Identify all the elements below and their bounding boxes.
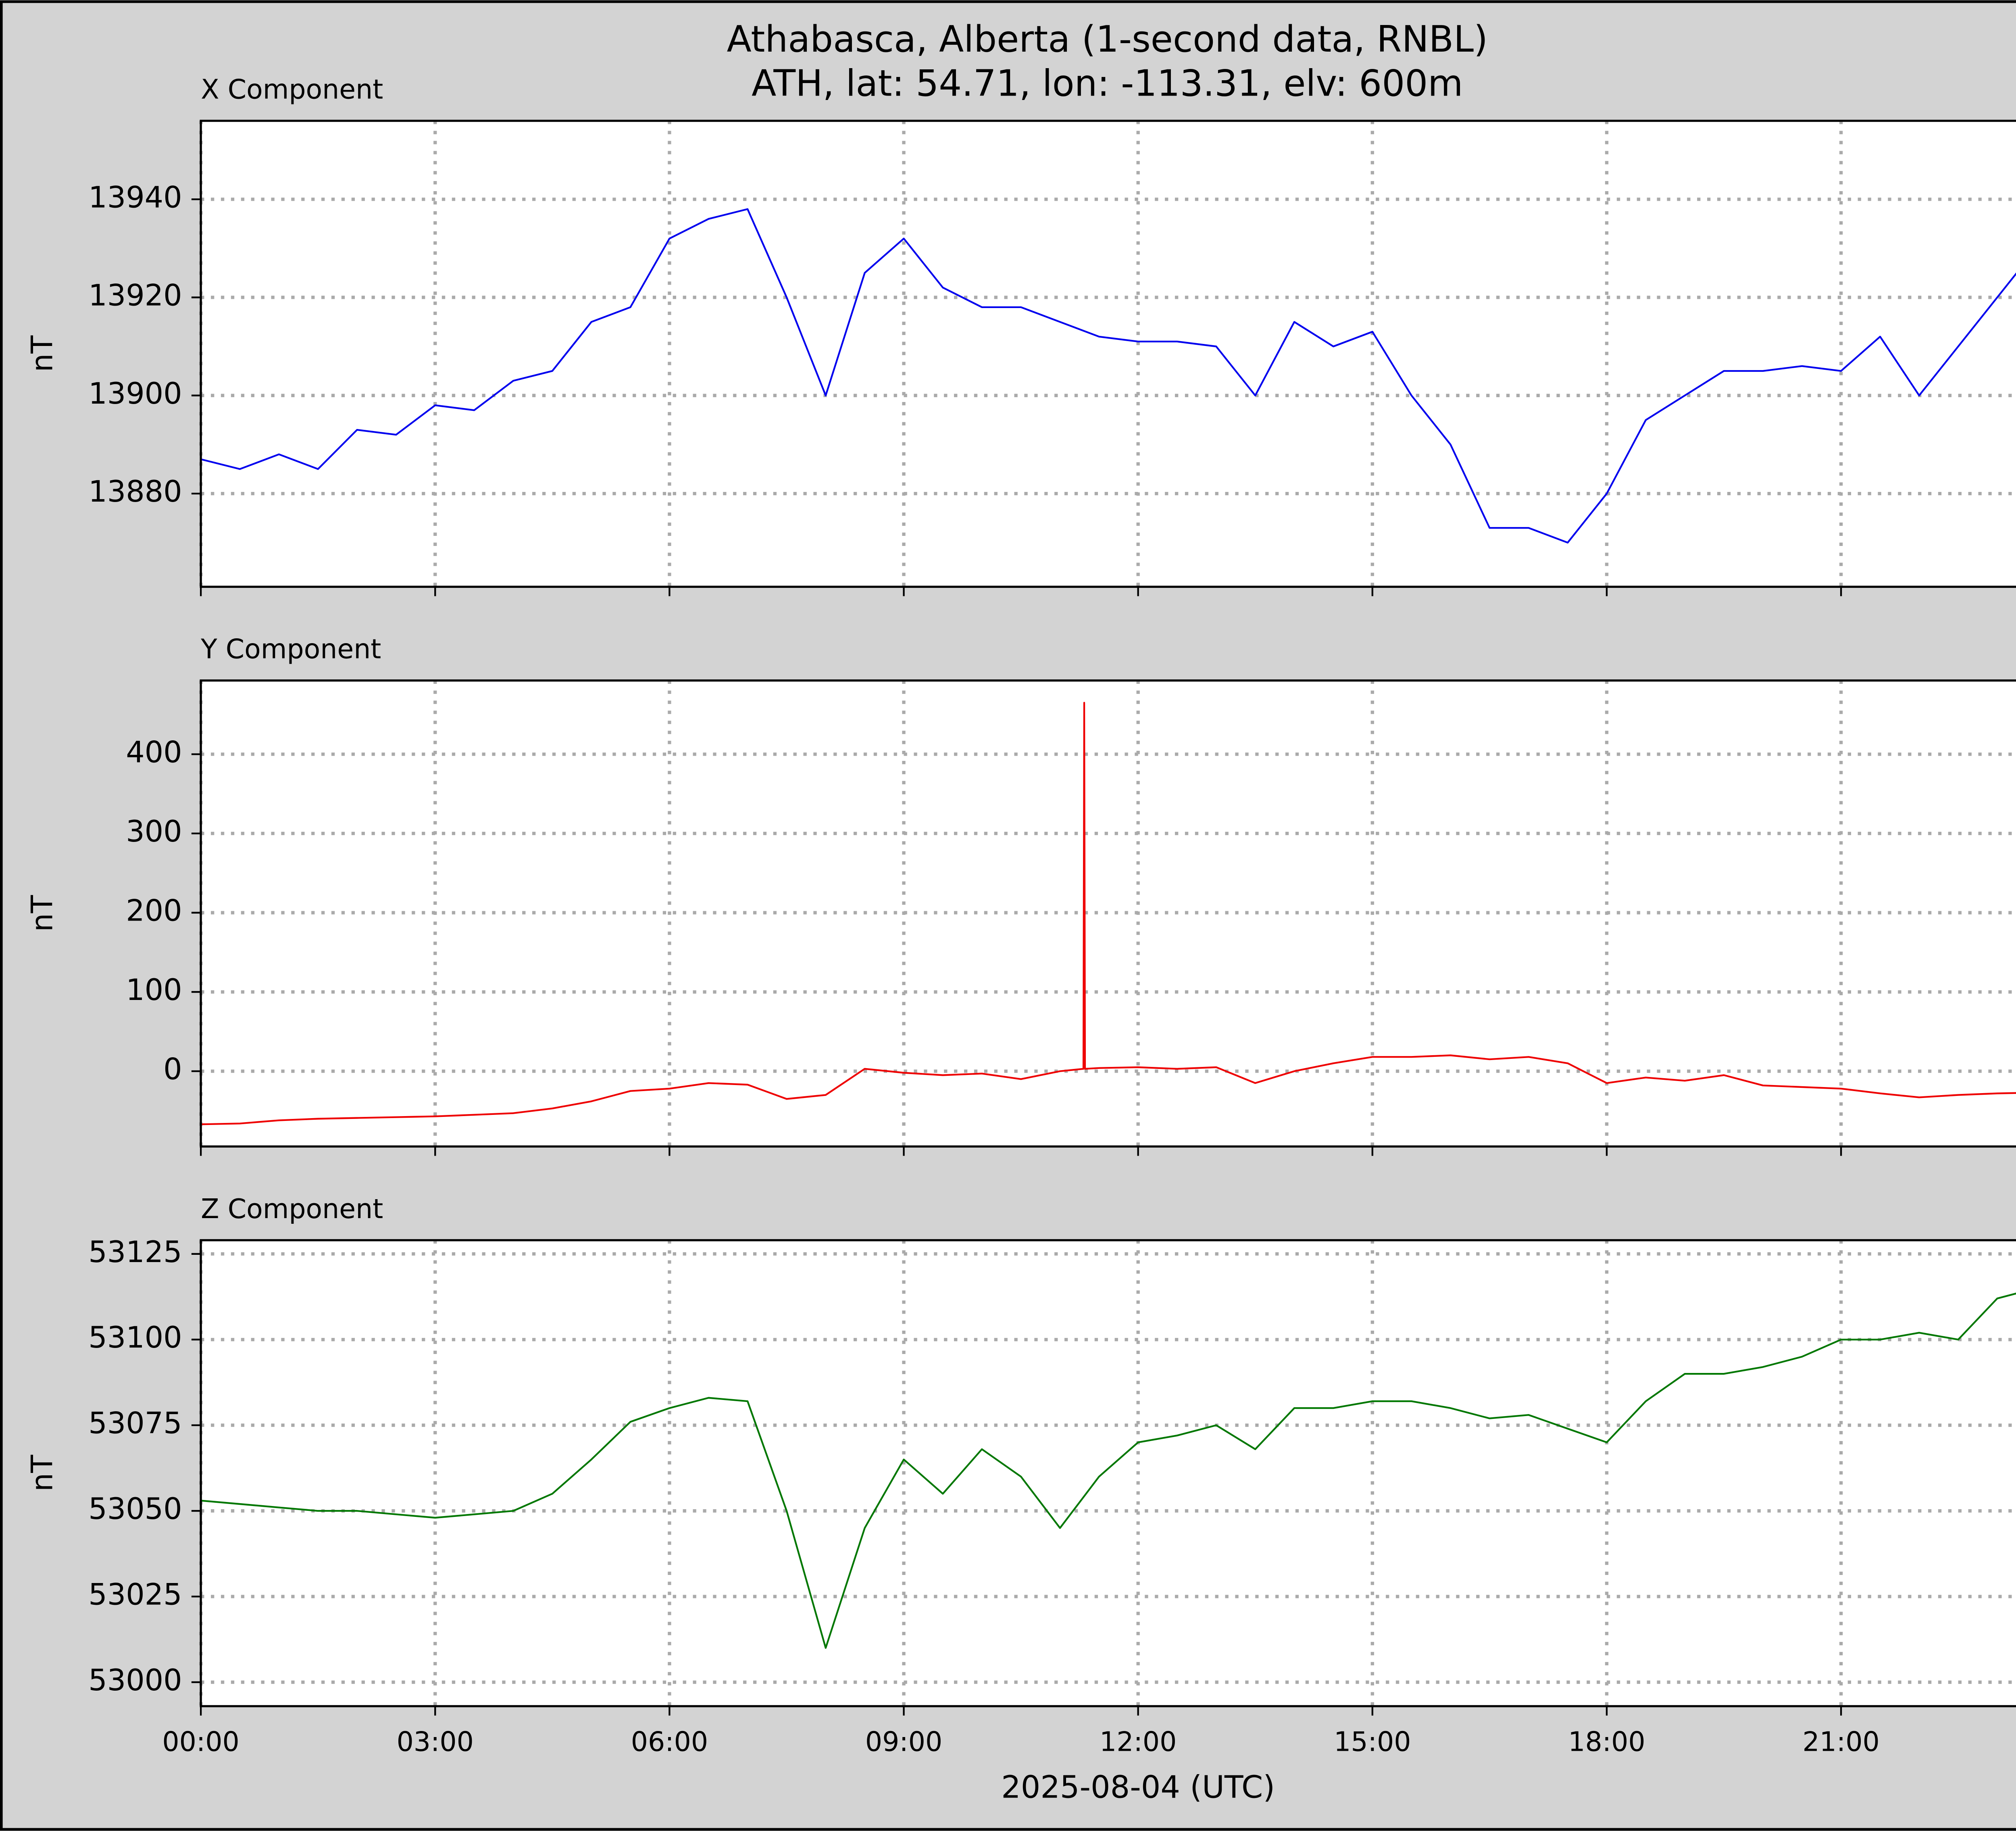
y-tick-label: 53025 — [88, 1578, 182, 1612]
figure-subtitle: ATH, lat: 54.71, lon: -113.31, elv: 600m — [752, 63, 1463, 105]
y-tick-label: 13880 — [88, 475, 182, 509]
y-tick-label: 53000 — [88, 1663, 182, 1698]
x-tick-label: 09:00 — [865, 1726, 942, 1757]
panel-title: Z Component — [201, 1193, 383, 1225]
y-tick-label: 53125 — [88, 1235, 182, 1269]
plot-area — [201, 1240, 2016, 1706]
y-tick-label: 13940 — [88, 180, 182, 215]
figure-title: Athabasca, Alberta (1-second data, RNBL) — [727, 19, 1488, 60]
data-line — [200, 208, 2016, 544]
y-tick-label: 13920 — [88, 279, 182, 313]
plot-frame — [200, 1239, 2016, 1708]
x-tick-label: 15:00 — [1334, 1726, 1411, 1757]
data-line — [201, 702, 2016, 1125]
plot-frame — [200, 119, 2016, 588]
y-tick-label: 53075 — [88, 1406, 182, 1441]
y-tick-label: 13900 — [88, 377, 182, 411]
y-tick-label: 300 — [126, 814, 182, 849]
y-tick-label: 100 — [126, 973, 182, 1007]
y-tick-label: 400 — [126, 735, 182, 769]
panel-title: Y Component — [200, 633, 381, 665]
x-tick-label: 00:00 — [162, 1726, 239, 1757]
y-tick-label: 53100 — [88, 1321, 182, 1355]
x-tick-label: 12:00 — [1100, 1726, 1177, 1757]
y-axis-label: nT — [25, 895, 60, 932]
y-tick-label: 0 — [163, 1052, 182, 1087]
y-tick-label: 200 — [126, 894, 182, 928]
data-line — [200, 1292, 2016, 1649]
plot-frame — [200, 679, 2016, 1148]
y-tick-label: 53050 — [88, 1492, 182, 1526]
y-axis-label: nT — [25, 335, 60, 372]
plot-area — [201, 121, 2016, 587]
x-tick-label: 21:00 — [1802, 1726, 1879, 1757]
x-tick-label: 06:00 — [631, 1726, 708, 1757]
x-axis-label: 2025-08-04 (UTC) — [1001, 1769, 1275, 1805]
y-axis-label: nT — [25, 1455, 60, 1491]
x-tick-label: 03:00 — [397, 1726, 474, 1757]
panel-title: X Component — [201, 74, 383, 105]
x-tick-label: 18:00 — [1568, 1726, 1645, 1757]
